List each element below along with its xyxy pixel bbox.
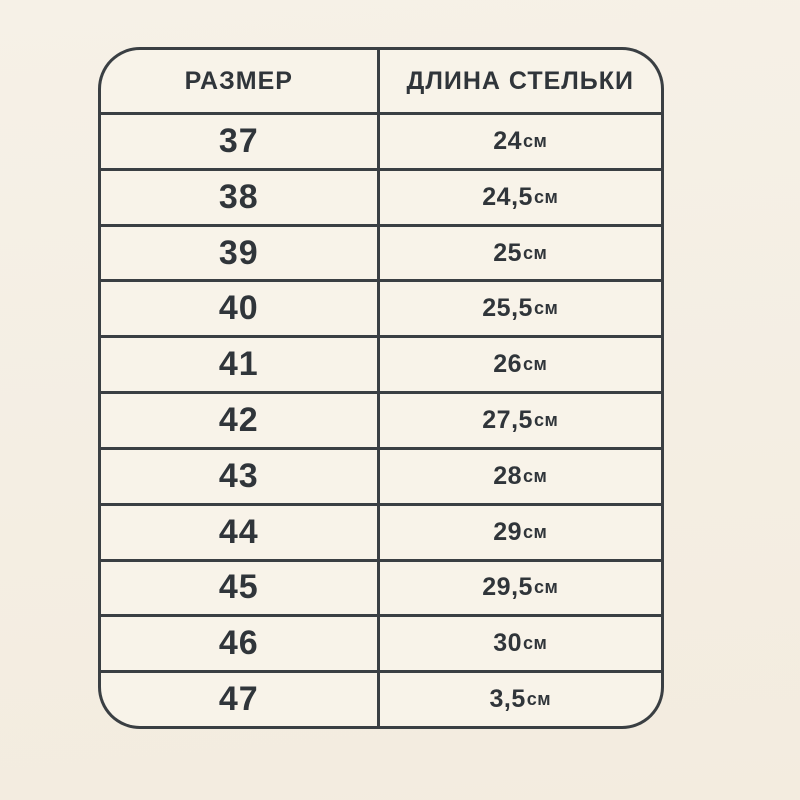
length-value: 30 bbox=[493, 629, 523, 658]
size-cell: 46 bbox=[101, 617, 377, 671]
size-cell: 42 bbox=[101, 394, 377, 447]
length-value: 29 bbox=[493, 517, 523, 546]
length-value: 25 bbox=[493, 238, 523, 267]
length-unit: см bbox=[523, 242, 548, 263]
length-unit: см bbox=[526, 689, 552, 710]
length-cell: 25,5 см bbox=[379, 282, 661, 336]
length-value: 25,5 bbox=[482, 294, 533, 323]
column-header-size: РАЗМЕР bbox=[101, 50, 377, 112]
size-cell: 41 bbox=[101, 338, 377, 392]
length-cell: 27,5 см bbox=[379, 394, 661, 447]
length-value: 26 bbox=[493, 350, 523, 379]
length-unit: см bbox=[533, 409, 559, 430]
length-cell: 29,5 см bbox=[379, 561, 661, 615]
length-cell: 28 см bbox=[379, 449, 661, 503]
column-header-insole-length: ДЛИНА СТЕЛЬКИ bbox=[379, 50, 661, 112]
length-cell: 24,5 см bbox=[379, 170, 661, 224]
length-value: 29,5 bbox=[482, 573, 533, 602]
size-cell: 43 bbox=[101, 449, 377, 503]
length-value: 24,5 bbox=[482, 182, 533, 211]
length-value: 24 bbox=[493, 126, 523, 155]
size-cell: 47 bbox=[101, 673, 377, 726]
size-cell: 40 bbox=[101, 282, 377, 336]
size-cell: 39 bbox=[101, 226, 377, 280]
size-cell: 37 bbox=[101, 115, 377, 168]
length-unit: см bbox=[523, 354, 548, 375]
length-cell: 24 см bbox=[379, 115, 661, 168]
size-chart-table: РАЗМЕР ДЛИНА СТЕЛЬКИ 37 24 см 38 24,5 см 3… bbox=[98, 47, 664, 729]
length-unit: см bbox=[533, 298, 559, 319]
length-unit: см bbox=[533, 186, 559, 207]
length-cell: 26 см bbox=[379, 338, 661, 392]
length-unit: см bbox=[523, 521, 548, 542]
length-cell: 30 см bbox=[379, 617, 661, 671]
length-value: 28 bbox=[493, 461, 523, 490]
length-unit: см bbox=[523, 130, 548, 151]
length-unit: см bbox=[533, 577, 559, 598]
size-cell: 45 bbox=[101, 561, 377, 615]
length-cell: 3,5 см bbox=[379, 673, 661, 726]
length-unit: см bbox=[523, 633, 548, 654]
length-cell: 25 см bbox=[379, 226, 661, 280]
length-value: 27,5 bbox=[482, 405, 533, 434]
size-cell: 44 bbox=[101, 505, 377, 559]
length-cell: 29 см bbox=[379, 505, 661, 559]
length-value: 3,5 bbox=[489, 685, 526, 714]
size-cell: 38 bbox=[101, 170, 377, 224]
length-unit: см bbox=[523, 465, 548, 486]
